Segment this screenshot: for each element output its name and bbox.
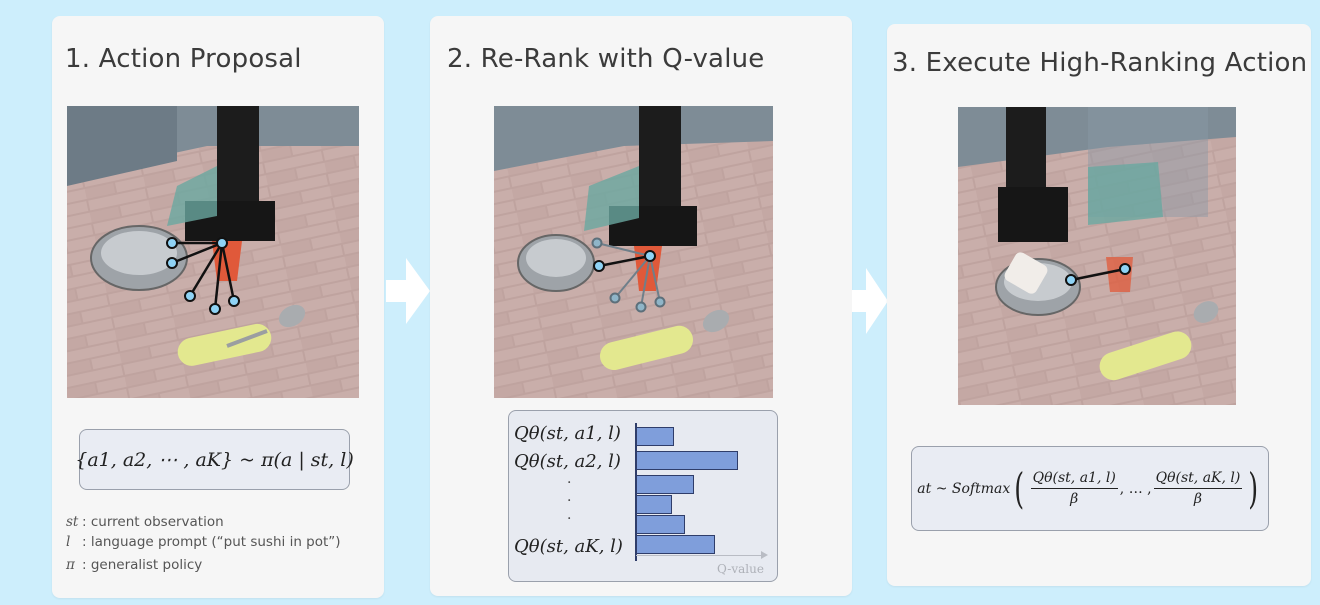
q-bar-4 [636, 495, 672, 514]
ellipsis-dot: · [567, 511, 572, 527]
ellipsis-dot: · [567, 493, 572, 509]
legend-observation: st: current observation [66, 514, 224, 530]
corn-icon [599, 325, 693, 370]
panel-title: 1. Action Proposal [65, 44, 302, 74]
arrow-right-icon [386, 258, 430, 324]
action-waypoints [166, 237, 240, 315]
proposal-formula: {a1, a2, ⋯ , aK} ~ π(a | st, l) [75, 429, 354, 490]
panel-execute: 3. Execute High-Ranking Action at ~ So [887, 24, 1311, 586]
legend-policy: π: generalist policy [66, 557, 203, 573]
sushi-icon [1106, 257, 1133, 292]
robot-scene-image [494, 106, 773, 398]
q-bar-5 [636, 515, 685, 534]
q-axis-horizontal [636, 555, 764, 556]
robot-scene-image [67, 106, 359, 398]
corn-icon [177, 323, 272, 366]
ellipsis-dot: · [567, 475, 572, 491]
q-bar-1 [636, 427, 674, 446]
robot-arm-icon [639, 106, 681, 216]
robot-arm-icon [217, 106, 259, 216]
panel-rerank: 2. Re-Rank with Q-value [430, 16, 852, 596]
panel-title: 2. Re-Rank with Q-value [447, 44, 765, 74]
q-label-k: Qθ(st, aK, l) [514, 536, 623, 557]
candidate-waypoints [591, 237, 666, 313]
q-bar-2 [636, 451, 738, 470]
q-axis-label: Q-value [717, 562, 764, 576]
executed-waypoints [1065, 263, 1131, 286]
q-label-2: Qθ(st, a2, l) [514, 451, 621, 472]
softmax-formula: at ~ Softmax ( Qθ(st, a1, l) β , … , Qθ(… [911, 446, 1269, 531]
robot-arm-icon [1006, 107, 1046, 202]
corn-icon [1099, 331, 1192, 381]
panel-title: 3. Execute High-Ranking Action [892, 48, 1308, 78]
q-bar-6 [636, 535, 715, 554]
robot-scene-image [958, 107, 1236, 405]
arrow-right-icon [852, 268, 888, 334]
q-value-chart: Qθ(st, a1, l) Qθ(st, a2, l) · · · Qθ(st,… [508, 410, 778, 582]
legend-language-prompt: l: language prompt (“put sushi in pot”) [66, 534, 341, 550]
selected-waypoints [593, 250, 656, 272]
q-bar-3 [636, 475, 694, 494]
q-label-1: Qθ(st, a1, l) [514, 423, 621, 444]
q-axis-arrow-icon [761, 551, 768, 559]
panel-action-proposal: 1. Action Proposal [52, 16, 384, 598]
